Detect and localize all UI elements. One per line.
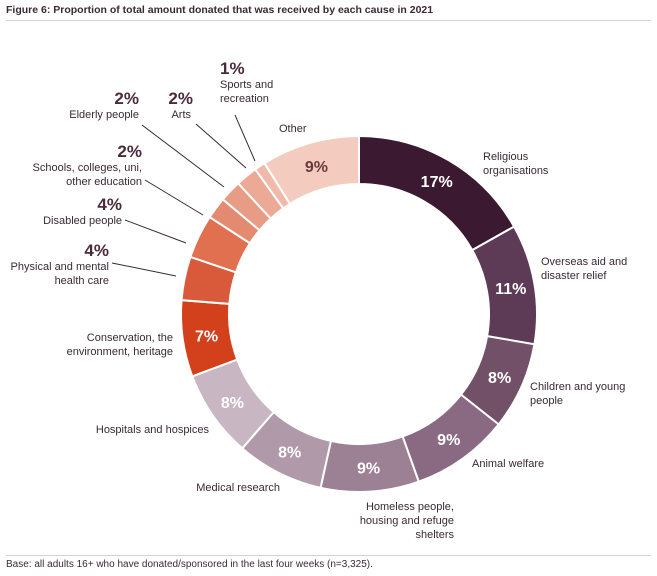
slice-value-labels: 17% 11% 8% 9% 9% 8% 8% 7% 9% bbox=[195, 159, 526, 478]
category-label-other: Other bbox=[279, 123, 307, 135]
leader-lines bbox=[111, 114, 256, 277]
value-label-children-and-young-people: 8% bbox=[488, 370, 511, 387]
leader-line-arts bbox=[195, 123, 247, 169]
base-note: Base: all adults 16+ who have donated/sp… bbox=[6, 559, 373, 570]
value-label-arts: 2% bbox=[168, 89, 193, 108]
value-label-elderly-people: 2% bbox=[114, 89, 139, 108]
value-label-sports-and-recreation: 1% bbox=[220, 59, 245, 78]
category-label-overseas-aid-and-disaster-relief: Overseas aid and disaster relief bbox=[541, 256, 627, 282]
category-labels: Religious organisations Overseas aid and di… bbox=[11, 59, 628, 541]
category-label-medical-research: Medical research bbox=[196, 482, 280, 494]
value-label-homeless-people-housing-and-refuge-shelters: 9% bbox=[357, 461, 380, 478]
value-label-animal-welfare: 9% bbox=[437, 432, 460, 449]
donut-chart: 17% 11% 8% 9% 9% 8% 8% 7% 9% Religious organisati… bbox=[11, 59, 628, 541]
category-label-disabled-people: Disabled people bbox=[43, 215, 122, 227]
value-label-medical-research: 8% bbox=[278, 445, 301, 462]
category-label-schools-colleges-uni-other-education: Schools, colleges, uni, other education bbox=[33, 162, 142, 188]
value-label-conservation-the-environment-heritage: 7% bbox=[195, 328, 218, 345]
leader-line-sports-and-recreation bbox=[234, 114, 256, 162]
category-label-arts: Arts bbox=[171, 109, 191, 121]
value-label-religious-organisations: 17% bbox=[421, 174, 453, 191]
category-label-animal-welfare: Animal welfare bbox=[472, 458, 544, 470]
donut-slices bbox=[180, 134, 538, 493]
value-label-other: 9% bbox=[305, 159, 328, 176]
slice-other bbox=[263, 134, 360, 206]
leader-line-physical-and-mental-health-care bbox=[111, 262, 177, 277]
category-label-hospitals-and-hospices: Hospitals and hospices bbox=[96, 424, 210, 436]
category-label-conservation-the-environment-heritage: Conservation, the environment, heritage bbox=[67, 332, 173, 358]
category-label-children-and-young-people: Children and young people bbox=[530, 381, 625, 407]
title-divider bbox=[6, 20, 651, 21]
category-label-physical-and-mental-health-care: Physical and mental health care bbox=[11, 261, 109, 287]
figure-title: Figure 6: Proportion of total amount don… bbox=[6, 4, 434, 16]
leader-line-disabled-people bbox=[124, 219, 187, 244]
category-label-sports-and-recreation: Sports and recreation bbox=[220, 79, 273, 105]
leader-line-elderly-people bbox=[141, 124, 225, 188]
category-label-religious-organisations: Religious organisations bbox=[483, 151, 549, 177]
value-label-physical-and-mental-health-care: 4% bbox=[84, 241, 109, 260]
value-label-overseas-aid-and-disaster-relief: 11% bbox=[495, 281, 526, 298]
footer-divider bbox=[6, 555, 651, 556]
value-label-hospitals-and-hospices: 8% bbox=[221, 395, 244, 412]
category-label-elderly-people: Elderly people bbox=[69, 109, 139, 121]
value-label-schools-colleges-uni-other-education: 2% bbox=[117, 142, 142, 161]
leader-line-schools-colleges-uni-other-education bbox=[144, 179, 204, 216]
value-label-disabled-people: 4% bbox=[97, 195, 122, 214]
category-label-homeless-people-housing-and-refuge-shelters: Homeless people, housing and refuge shelte… bbox=[360, 501, 455, 541]
